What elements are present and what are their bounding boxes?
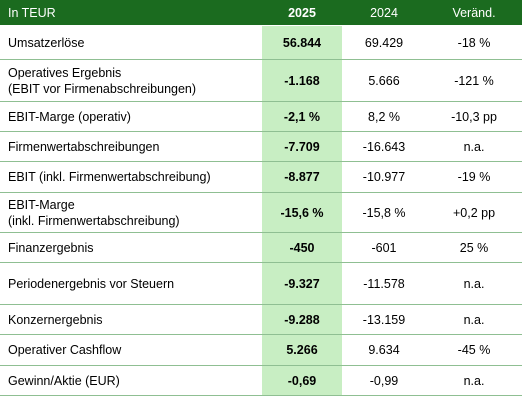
change-value: -19 % <box>426 161 522 193</box>
table-row: Operatives Ergebnis (EBIT vor Firmenabsch… <box>0 59 522 102</box>
table-header: In TEUR 2025 2024 Veränd. <box>0 0 522 26</box>
value-2024: -10.977 <box>342 161 426 193</box>
table-row: EBIT (inkl. Firmenwertabschreibung) -8.87… <box>0 161 522 193</box>
value-2025: -450 <box>262 232 342 263</box>
change-value: n.a. <box>426 365 522 396</box>
financial-results-table: In TEUR 2025 2024 Veränd. Umsatzerlöse 56… <box>0 0 522 396</box>
value-2024: -0,99 <box>342 365 426 396</box>
table-row: Konzernergebnis -9.288 -13.159 n.a. <box>0 304 522 335</box>
table-body: Umsatzerlöse 56.844 69.429 -18 % Operatives … <box>0 25 522 396</box>
value-2025: 5.266 <box>262 334 342 366</box>
change-value: n.a. <box>426 131 522 162</box>
row-label: Umsatzerlöse <box>0 25 262 60</box>
table-row: Finanzergebnis -450 -601 25 % <box>0 232 522 263</box>
row-label: Finanzergebnis <box>0 232 262 263</box>
value-2025: -1.168 <box>262 59 342 102</box>
value-2025: -7.709 <box>262 131 342 162</box>
table-row: Gewinn/Aktie (EUR) -0,69 -0,99 n.a. <box>0 365 522 396</box>
unit-header: In TEUR <box>0 0 262 26</box>
value-2025: -8.877 <box>262 161 342 193</box>
row-label: EBIT-Marge (operativ) <box>0 101 262 132</box>
change-header: Veränd. <box>426 0 522 26</box>
change-value: -18 % <box>426 25 522 60</box>
table-row: Firmenwertabschreibungen -7.709 -16.643 n.a… <box>0 131 522 162</box>
value-2024: -16.643 <box>342 131 426 162</box>
value-2024: 69.429 <box>342 25 426 60</box>
row-label: Operatives Ergebnis (EBIT vor Firmenabsch… <box>0 59 262 102</box>
change-value: n.a. <box>426 304 522 335</box>
change-value: -10,3 pp <box>426 101 522 132</box>
value-2025: -0,69 <box>262 365 342 396</box>
row-label: Firmenwertabschreibungen <box>0 131 262 162</box>
change-value: +0,2 pp <box>426 192 522 233</box>
table-row: EBIT-Marge (inkl. Firmenwertabschreibung)… <box>0 192 522 233</box>
value-2024: 8,2 % <box>342 101 426 132</box>
row-label: Periodenergebnis vor Steuern <box>0 262 262 305</box>
value-2025: -2,1 % <box>262 101 342 132</box>
change-value: n.a. <box>426 262 522 305</box>
value-2024: 5.666 <box>342 59 426 102</box>
value-2024: -11.578 <box>342 262 426 305</box>
value-2024: -13.159 <box>342 304 426 335</box>
table-row: Periodenergebnis vor Steuern -9.327 -11.57… <box>0 262 522 305</box>
row-label: Operativer Cashflow <box>0 334 262 366</box>
value-2024: -601 <box>342 232 426 263</box>
table-row: Umsatzerlöse 56.844 69.429 -18 % <box>0 25 522 60</box>
value-2025: -15,6 % <box>262 192 342 233</box>
value-2025: 56.844 <box>262 25 342 60</box>
year-2024-header: 2024 <box>342 0 426 26</box>
table-row: Operativer Cashflow 5.266 9.634 -45 % <box>0 334 522 366</box>
table-row: EBIT-Marge (operativ) -2,1 % 8,2 % -10,3 pp <box>0 101 522 132</box>
year-2025-header: 2025 <box>262 0 342 26</box>
value-2025: -9.288 <box>262 304 342 335</box>
value-2024: -15,8 % <box>342 192 426 233</box>
row-label: Gewinn/Aktie (EUR) <box>0 365 262 396</box>
value-2024: 9.634 <box>342 334 426 366</box>
header-row: In TEUR 2025 2024 Veränd. <box>0 0 522 26</box>
row-label: Konzernergebnis <box>0 304 262 335</box>
change-value: -45 % <box>426 334 522 366</box>
change-value: 25 % <box>426 232 522 263</box>
row-label: EBIT (inkl. Firmenwertabschreibung) <box>0 161 262 193</box>
value-2025: -9.327 <box>262 262 342 305</box>
row-label: EBIT-Marge (inkl. Firmenwertabschreibung) <box>0 192 262 233</box>
change-value: -121 % <box>426 59 522 102</box>
